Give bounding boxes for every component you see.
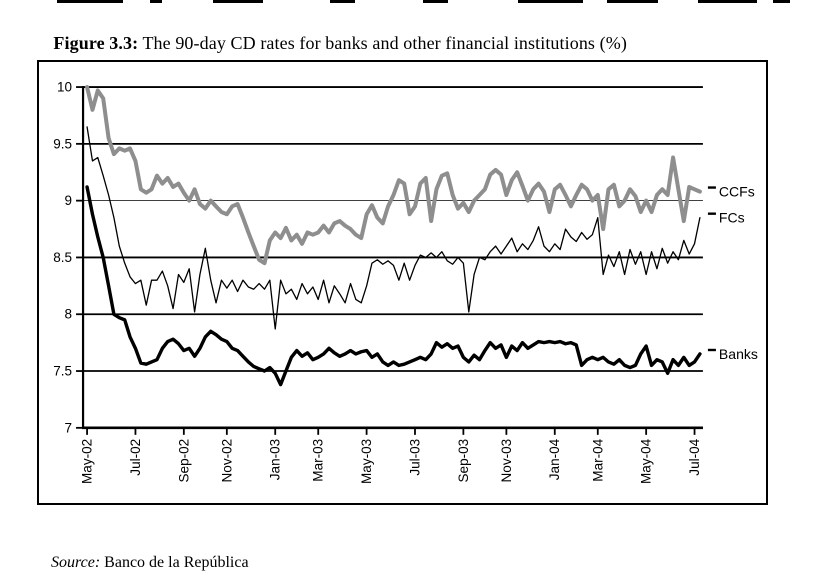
- crop-artifact: [150, 0, 162, 3]
- x-tick-label-Nov-02: Nov-02: [219, 439, 234, 483]
- series-label-banks: Banks: [719, 346, 758, 362]
- series-label-ccfs: CCFs: [719, 184, 755, 200]
- source-label: Source:: [51, 554, 101, 571]
- crop-artifact: [773, 0, 790, 3]
- crop-artifact: [330, 0, 355, 3]
- page-crop-artifacts: [0, 0, 820, 4]
- source-text: Banco de la República: [100, 554, 249, 571]
- y-tick-label-10: 10: [57, 80, 72, 95]
- crop-artifact: [518, 0, 583, 3]
- figure-caption: The 90-day CD rates for banks and other …: [138, 33, 627, 53]
- y-tick-label-7.5: 7.5: [53, 364, 72, 379]
- source-note: Source: Banco de la República: [35, 536, 249, 587]
- y-tick-label-9.5: 9.5: [53, 136, 72, 151]
- series-label-fcs: FCs: [719, 210, 745, 226]
- crop-artifact: [698, 0, 757, 3]
- y-tick-label-8: 8: [65, 307, 73, 322]
- x-tick-label-Sep-02: Sep-02: [176, 439, 191, 483]
- crop-artifact: [57, 0, 123, 3]
- crop-artifact: [607, 0, 658, 3]
- y-tick-label-8.5: 8.5: [53, 250, 72, 265]
- y-tick-label-9: 9: [65, 193, 73, 208]
- x-tick-label-Nov-03: Nov-03: [499, 439, 514, 483]
- crop-artifact: [423, 0, 448, 3]
- x-tick-label-Jan-04: Jan-04: [547, 438, 562, 480]
- x-tick-label-Jul-03: Jul-03: [407, 439, 422, 476]
- x-tick-label-Jul-02: Jul-02: [128, 439, 143, 476]
- x-tick-label-Jan-03: Jan-03: [268, 439, 283, 480]
- figure-title: Figure 3.3: The 90-day CD rates for bank…: [35, 12, 627, 75]
- chart-container: 10 9.5 9 8.5 8 7.5 7 May-02 Jul-02 Sep-02 Nov-02 Ja…: [37, 60, 768, 505]
- x-tick-label-May-03: May-03: [359, 439, 374, 484]
- x-tick-label-May-04: May-04: [639, 438, 654, 484]
- crop-artifact: [213, 0, 263, 3]
- x-tick-label-Sep-03: Sep-03: [456, 439, 471, 483]
- x-tick-label-Mar-04: Mar-04: [590, 438, 605, 481]
- series-line-banks: [85, 185, 702, 387]
- x-tick-label-May-02: May-02: [80, 439, 95, 484]
- x-tick-label-Jul-04: Jul-04: [687, 438, 702, 475]
- series-line-fcs: [86, 126, 701, 330]
- cd-rates-line-chart: 10 9.5 9 8.5 8 7.5 7 May-02 Jul-02 Sep-02 Nov-02 Ja…: [53, 80, 758, 484]
- figure-label: Figure 3.3:: [53, 33, 139, 53]
- y-tick-label-7: 7: [65, 420, 73, 435]
- series-line-ccfs: [85, 85, 702, 266]
- x-tick-label-Mar-03: Mar-03: [311, 439, 326, 482]
